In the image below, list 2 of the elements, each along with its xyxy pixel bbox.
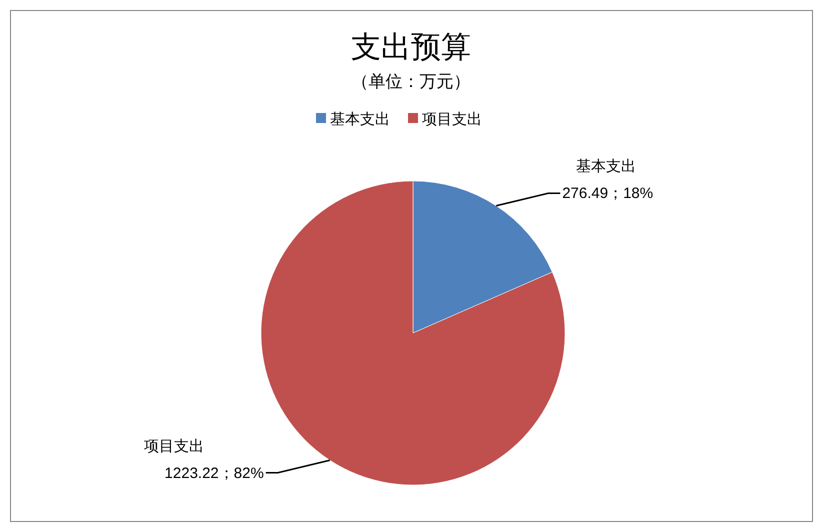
subtitle: （单位：万元） [352, 72, 470, 91]
title: 支出预算 [351, 31, 471, 64]
